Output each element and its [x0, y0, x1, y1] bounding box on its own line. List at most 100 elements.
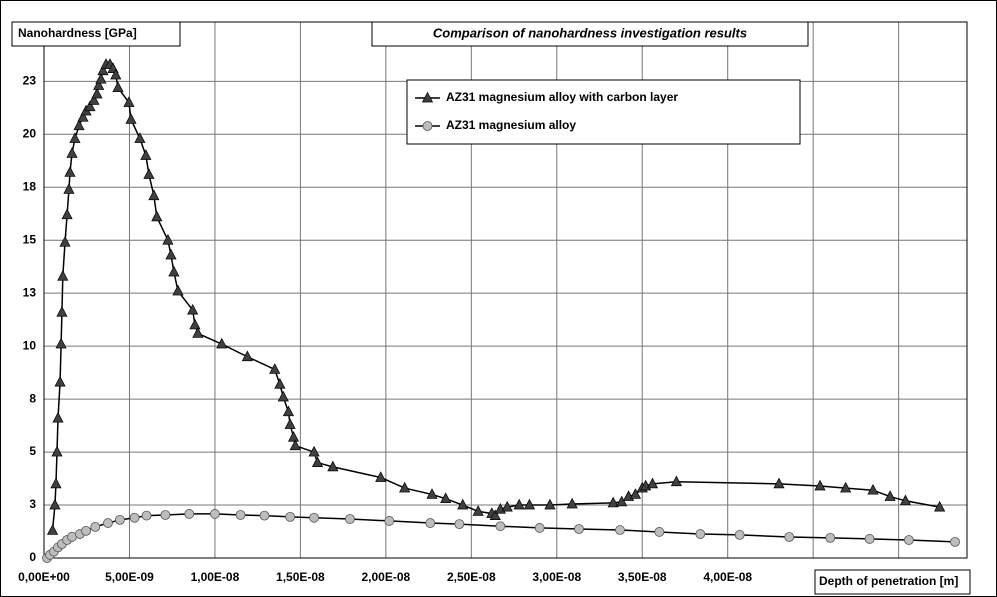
triangle-marker — [189, 318, 201, 330]
triangle-marker — [523, 498, 536, 510]
triangle-marker — [77, 111, 89, 122]
triangle-marker — [287, 430, 300, 442]
triangle-marker — [867, 483, 879, 495]
triangle-marker — [308, 445, 320, 457]
triangle-marker — [284, 418, 296, 429]
series — [46, 58, 946, 535]
triangle-marker — [192, 327, 204, 338]
triangle-marker — [814, 479, 826, 491]
legend-label: AZ31 magnesium alloy — [446, 118, 576, 132]
triangle-marker — [426, 488, 438, 499]
triangle-marker — [282, 405, 295, 417]
triangle-marker — [51, 445, 63, 457]
y-tick-label: 0 — [29, 550, 36, 564]
triangle-marker — [172, 284, 184, 296]
circle-marker — [160, 510, 171, 520]
triangle-marker — [134, 132, 146, 143]
triangle-marker — [457, 498, 469, 510]
circle-marker — [864, 534, 875, 544]
x-tick-label: 2,50E-08 — [447, 570, 496, 584]
circle-marker — [695, 529, 706, 539]
triangle-marker — [56, 305, 68, 317]
triangle-marker — [112, 81, 124, 93]
triangle-marker — [95, 72, 107, 84]
circle-marker — [654, 527, 665, 537]
triangle-marker — [66, 147, 78, 158]
triangle-marker — [670, 475, 683, 487]
triangle-marker — [629, 488, 641, 499]
triangle-marker — [884, 490, 896, 501]
triangle-marker — [57, 269, 69, 281]
triangle-marker — [327, 460, 339, 472]
x-tick-label: 0,00E+00 — [18, 570, 70, 584]
triangle-marker — [472, 505, 484, 516]
y-tick-label: 13 — [23, 285, 37, 299]
triangle-marker — [513, 498, 525, 510]
circle-marker — [259, 510, 270, 521]
circle-marker — [285, 511, 296, 522]
triangle-marker — [375, 471, 387, 482]
triangle-marker — [646, 477, 659, 489]
circle-marker — [345, 514, 355, 524]
triangle-marker — [241, 350, 253, 362]
circle-marker — [734, 530, 745, 540]
triangle-marker — [311, 456, 324, 468]
circle-marker — [103, 518, 113, 528]
circle-marker — [422, 121, 433, 131]
triangle-marker — [269, 363, 281, 374]
x-axis-label: Depth of penetration [m] — [819, 574, 958, 588]
title-box — [371, 21, 809, 47]
x-tick-label: 4,00E-08 — [703, 570, 752, 584]
circle-marker — [114, 514, 125, 525]
x-tick-label: 3,50E-08 — [618, 570, 667, 584]
triangle-marker — [934, 500, 946, 512]
x-tick-label: 2,00E-08 — [362, 570, 411, 584]
circle-marker — [425, 518, 436, 528]
triangle-marker — [566, 497, 578, 509]
circle-marker — [615, 525, 625, 535]
triangle-marker — [97, 64, 109, 76]
triangle-marker — [52, 411, 64, 423]
triangle-marker — [91, 87, 103, 99]
triangle-marker — [123, 96, 135, 107]
chart-title: Comparison of nanohardness investigation… — [433, 25, 747, 40]
triangle-marker — [840, 481, 852, 493]
y-label-box — [11, 21, 181, 47]
circle-marker — [81, 525, 91, 536]
triangle-marker — [84, 100, 96, 112]
triangle-marker — [50, 477, 62, 489]
triangle-marker — [46, 524, 59, 535]
triangle-marker — [63, 183, 75, 194]
legend-box — [406, 79, 801, 145]
y-tick-label: 15 — [23, 232, 37, 246]
triangle-marker — [148, 189, 160, 201]
x-tick-label: 1,00E-08 — [191, 570, 240, 584]
y-tick-label: 10 — [23, 338, 37, 352]
circle-marker — [235, 510, 246, 520]
triangle-marker — [88, 94, 100, 105]
y-axis-label: Nanohardness [GPa] — [18, 26, 137, 40]
triangle-marker — [616, 495, 628, 507]
x-tick-label: 3,00E-08 — [532, 570, 581, 584]
triangle-marker — [277, 390, 289, 402]
triangle-marker — [162, 233, 174, 245]
circle-marker — [384, 516, 395, 526]
triangle-marker — [899, 494, 912, 506]
circle-marker — [784, 532, 795, 542]
triangle-marker — [49, 498, 61, 510]
triangle-marker — [125, 113, 137, 124]
y-tick-label: 23 — [23, 73, 37, 87]
triangle-marker — [151, 210, 163, 222]
circle-marker — [309, 512, 319, 523]
triangle-marker — [143, 168, 155, 179]
triangle-marker — [64, 166, 76, 177]
y-tick-label: 8 — [29, 391, 36, 405]
triangle-marker — [607, 496, 619, 508]
circle-marker — [495, 521, 506, 532]
triangle-marker — [69, 132, 81, 143]
triangle-marker — [289, 439, 301, 451]
triangle-marker — [168, 265, 180, 277]
circle-marker — [184, 509, 195, 519]
triangle-marker — [489, 509, 501, 520]
